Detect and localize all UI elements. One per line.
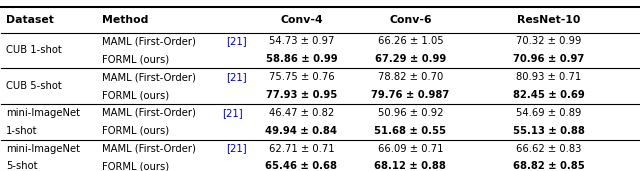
Text: mini-ImageNet: mini-ImageNet — [6, 144, 80, 154]
Text: 70.32 ± 0.99: 70.32 ± 0.99 — [516, 36, 581, 47]
Text: [21]: [21] — [227, 72, 247, 82]
Text: Dataset: Dataset — [6, 15, 54, 25]
Text: [21]: [21] — [227, 144, 247, 154]
Text: CUB 5-shot: CUB 5-shot — [6, 81, 61, 91]
Text: 66.26 ± 1.05: 66.26 ± 1.05 — [378, 36, 443, 47]
Text: 80.93 ± 0.71: 80.93 ± 0.71 — [516, 72, 581, 82]
Text: ResNet-10: ResNet-10 — [517, 15, 580, 25]
Text: 51.68 ± 0.55: 51.68 ± 0.55 — [374, 126, 446, 136]
Text: [21]: [21] — [223, 108, 243, 118]
Text: 65.46 ± 0.68: 65.46 ± 0.68 — [266, 161, 337, 171]
Text: 68.12 ± 0.88: 68.12 ± 0.88 — [374, 161, 446, 171]
Text: 1-shot: 1-shot — [6, 126, 37, 136]
Text: 67.29 ± 0.99: 67.29 ± 0.99 — [375, 54, 446, 64]
Text: 55.13 ± 0.88: 55.13 ± 0.88 — [513, 126, 584, 136]
Text: 78.82 ± 0.70: 78.82 ± 0.70 — [378, 72, 443, 82]
Text: FORML (ours): FORML (ours) — [102, 90, 169, 100]
Text: Conv-6: Conv-6 — [389, 15, 431, 25]
Text: 82.45 ± 0.69: 82.45 ± 0.69 — [513, 90, 584, 100]
Text: MAML (First-Order): MAML (First-Order) — [102, 36, 198, 47]
Text: Conv-4: Conv-4 — [280, 15, 323, 25]
Text: 54.73 ± 0.97: 54.73 ± 0.97 — [269, 36, 334, 47]
Text: 79.76 ± 0.987: 79.76 ± 0.987 — [371, 90, 449, 100]
Text: MAML (First-Order): MAML (First-Order) — [102, 108, 195, 118]
Text: 54.69 ± 0.89: 54.69 ± 0.89 — [516, 108, 581, 118]
Text: 68.82 ± 0.85: 68.82 ± 0.85 — [513, 161, 584, 171]
Text: 49.94 ± 0.84: 49.94 ± 0.84 — [266, 126, 337, 136]
Text: mini-ImageNet: mini-ImageNet — [6, 108, 80, 118]
Text: CUB 1-shot: CUB 1-shot — [6, 45, 61, 55]
Text: MAML (First-Order): MAML (First-Order) — [102, 72, 198, 82]
Text: 5-shot: 5-shot — [6, 161, 37, 171]
Text: 58.86 ± 0.99: 58.86 ± 0.99 — [266, 54, 337, 64]
Text: MAML (First-Order): MAML (First-Order) — [102, 144, 198, 154]
Text: 75.75 ± 0.76: 75.75 ± 0.76 — [269, 72, 334, 82]
Text: FORML (ours): FORML (ours) — [102, 161, 169, 171]
Text: [21]: [21] — [227, 36, 247, 47]
Text: 66.62 ± 0.83: 66.62 ± 0.83 — [516, 144, 581, 154]
Text: 62.71 ± 0.71: 62.71 ± 0.71 — [269, 144, 334, 154]
Text: 46.47 ± 0.82: 46.47 ± 0.82 — [269, 108, 334, 118]
Text: FORML (ours): FORML (ours) — [102, 54, 169, 64]
Text: 70.96 ± 0.97: 70.96 ± 0.97 — [513, 54, 584, 64]
Text: 77.93 ± 0.95: 77.93 ± 0.95 — [266, 90, 337, 100]
Text: FORML (ours): FORML (ours) — [102, 126, 169, 136]
Text: 50.96 ± 0.92: 50.96 ± 0.92 — [378, 108, 443, 118]
Text: 66.09 ± 0.71: 66.09 ± 0.71 — [378, 144, 443, 154]
Text: Method: Method — [102, 15, 148, 25]
